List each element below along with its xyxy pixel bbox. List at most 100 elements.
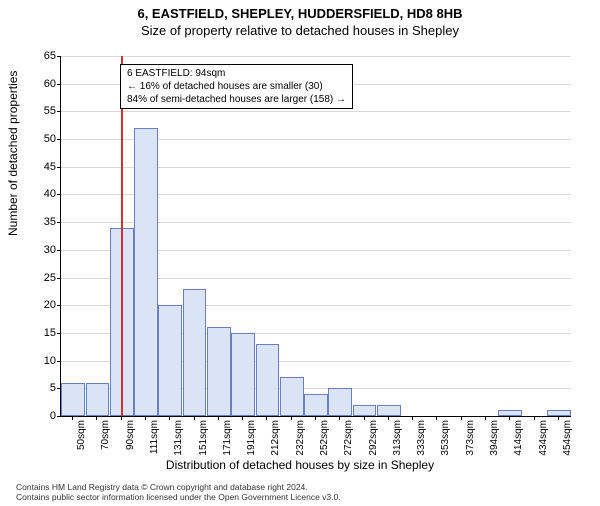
ytick-label: 10	[26, 355, 56, 367]
plot-frame	[60, 56, 571, 417]
xtick-mark	[266, 416, 267, 420]
ytick-mark	[57, 194, 61, 195]
ytick-mark	[57, 139, 61, 140]
xtick-label: 313sqm	[392, 420, 403, 456]
histogram-bar	[280, 377, 304, 416]
xtick-label: 191sqm	[246, 420, 257, 456]
ytick-mark	[57, 416, 61, 417]
xtick-label: 414sqm	[513, 420, 524, 456]
xtick-mark	[485, 416, 486, 420]
xtick-label: 232sqm	[295, 420, 306, 456]
ytick-label: 45	[26, 161, 56, 173]
xtick-mark	[558, 416, 559, 420]
xtick-label: 171sqm	[222, 420, 233, 456]
xtick-label: 272sqm	[343, 420, 354, 456]
xtick-mark	[388, 416, 389, 420]
xtick-label: 111sqm	[149, 420, 160, 454]
ytick-mark	[57, 84, 61, 85]
ytick-mark	[57, 361, 61, 362]
ytick-mark	[57, 250, 61, 251]
gridline	[61, 56, 571, 57]
marker-annotation: 6 EASTFIELD: 94sqm ← 16% of detached hou…	[120, 64, 353, 109]
xtick-label: 353sqm	[440, 420, 451, 456]
xtick-mark	[534, 416, 535, 420]
ytick-label: 15	[26, 327, 56, 339]
xtick-label: 394sqm	[489, 420, 500, 456]
annot-line-1: 6 EASTFIELD: 94sqm	[127, 67, 346, 80]
ytick-label: 40	[26, 188, 56, 200]
xtick-mark	[96, 416, 97, 420]
property-marker-line	[121, 56, 123, 416]
ytick-label: 55	[26, 105, 56, 117]
ytick-label: 35	[26, 216, 56, 228]
ytick-label: 30	[26, 244, 56, 256]
xtick-mark	[194, 416, 195, 420]
ytick-label: 60	[26, 78, 56, 90]
xtick-label: 70sqm	[100, 420, 111, 450]
histogram-bar	[134, 128, 158, 416]
histogram-bar	[353, 405, 377, 416]
xtick-label: 292sqm	[368, 420, 379, 456]
histogram-bar	[231, 333, 255, 416]
histogram-bar	[183, 289, 207, 416]
xtick-label: 252sqm	[319, 420, 330, 456]
ytick-mark	[57, 56, 61, 57]
annot-line-3: 84% of semi-detached houses are larger (…	[127, 93, 346, 106]
xtick-mark	[339, 416, 340, 420]
xtick-mark	[121, 416, 122, 420]
histogram-bar	[207, 327, 231, 416]
ytick-label: 50	[26, 133, 56, 145]
plot-area: 6 EASTFIELD: 94sqm ← 16% of detached hou…	[60, 56, 570, 416]
xtick-label: 151sqm	[198, 420, 209, 456]
xtick-label: 434sqm	[538, 420, 549, 456]
ytick-label: 65	[26, 50, 56, 62]
footer-credits: Contains HM Land Registry data © Crown c…	[16, 482, 341, 502]
ytick-label: 20	[26, 299, 56, 311]
chart-title-1: 6, EASTFIELD, SHEPLEY, HUDDERSFIELD, HD8…	[0, 6, 600, 21]
xtick-label: 50sqm	[76, 420, 87, 450]
xtick-mark	[364, 416, 365, 420]
ytick-mark	[57, 278, 61, 279]
ytick-mark	[57, 305, 61, 306]
xtick-label: 454sqm	[562, 420, 573, 456]
footer-line-1: Contains HM Land Registry data © Crown c…	[16, 482, 341, 492]
histogram-bar	[304, 394, 328, 416]
histogram-bar	[328, 388, 352, 416]
xtick-mark	[72, 416, 73, 420]
footer-line-2: Contains public sector information licen…	[16, 492, 341, 502]
annot-line-2: ← 16% of detached houses are smaller (30…	[127, 80, 346, 93]
xtick-mark	[242, 416, 243, 420]
y-axis-label: Number of detached properties	[6, 71, 20, 236]
histogram-bar	[547, 410, 571, 416]
ytick-label: 5	[26, 382, 56, 394]
xtick-mark	[218, 416, 219, 420]
ytick-mark	[57, 222, 61, 223]
histogram-bar	[377, 405, 401, 416]
gridline	[61, 111, 571, 112]
xtick-label: 90sqm	[125, 420, 136, 450]
ytick-mark	[57, 111, 61, 112]
xtick-label: 373sqm	[465, 420, 476, 456]
xtick-mark	[461, 416, 462, 420]
histogram-bar	[256, 344, 280, 416]
xtick-mark	[412, 416, 413, 420]
chart-container: 6, EASTFIELD, SHEPLEY, HUDDERSFIELD, HD8…	[0, 6, 600, 506]
xtick-mark	[509, 416, 510, 420]
histogram-bar	[158, 305, 182, 416]
xtick-label: 333sqm	[416, 420, 427, 456]
xtick-mark	[436, 416, 437, 420]
xtick-mark	[315, 416, 316, 420]
xtick-mark	[145, 416, 146, 420]
xtick-mark	[169, 416, 170, 420]
histogram-bar	[86, 383, 110, 416]
x-axis-label: Distribution of detached houses by size …	[0, 458, 600, 472]
ytick-label: 25	[26, 272, 56, 284]
histogram-bar	[61, 383, 85, 416]
xtick-label: 212sqm	[270, 420, 281, 456]
ytick-label: 0	[26, 410, 56, 422]
chart-title-2: Size of property relative to detached ho…	[0, 23, 600, 38]
ytick-mark	[57, 333, 61, 334]
xtick-mark	[291, 416, 292, 420]
xtick-label: 131sqm	[173, 420, 184, 456]
ytick-mark	[57, 167, 61, 168]
